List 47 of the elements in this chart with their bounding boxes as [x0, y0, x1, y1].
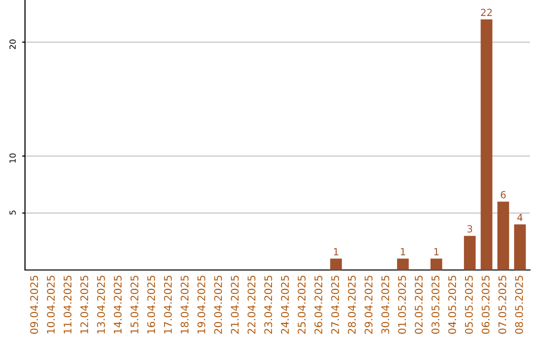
y-tick-label: 10: [9, 153, 16, 163]
x-tick-label: 20.04.2025: [214, 276, 222, 334]
x-tick-label: 09.04.2025: [30, 276, 38, 334]
x-tick-label: 28.04.2025: [348, 276, 356, 334]
x-tick-label: 16.04.2025: [147, 276, 156, 334]
x-tick-label: 27.04.2025: [331, 276, 340, 334]
bar: [514, 224, 526, 270]
x-tick-label: 07.05.2025: [498, 276, 506, 334]
data-label: 1: [400, 248, 406, 256]
data-label: 22: [481, 8, 492, 16]
x-tick-label: 05.05.2025: [464, 276, 473, 334]
x-tick-label: 15.04.2025: [130, 276, 138, 334]
data-label: 3: [467, 225, 472, 233]
bar: [430, 258, 442, 270]
x-tick-label: 11.04.2025: [64, 276, 72, 334]
x-tick-label: 18.04.2025: [180, 276, 189, 334]
x-tick-label: 30.04.2025: [381, 276, 390, 334]
x-tick-label: 13.04.2025: [97, 276, 105, 334]
x-tick-label: 04.05.2025: [448, 276, 456, 334]
x-tick-label: 14.04.2025: [114, 276, 122, 334]
x-tick-label: 25.04.2025: [298, 276, 306, 334]
x-tick-label: 22.04.2025: [248, 276, 256, 334]
y-tick-label: 20: [9, 40, 16, 49]
x-tick-label: 29.04.2025: [364, 276, 372, 334]
data-label: 1: [334, 248, 338, 256]
x-tick-label: 26.04.2025: [314, 276, 322, 334]
x-tick-label: 02.05.2025: [414, 276, 423, 334]
data-label: 4: [517, 214, 523, 222]
data-label: 1: [434, 248, 439, 256]
bar: [330, 258, 342, 270]
x-tick-label: 12.04.2025: [80, 276, 88, 334]
bar: [497, 202, 510, 270]
x-tick-label: 03.05.2025: [432, 276, 440, 334]
x-tick-label: 21.04.2025: [230, 276, 239, 334]
bar: [397, 258, 409, 270]
data-label: 6: [500, 191, 506, 198]
x-tick-label: 06.05.2025: [482, 276, 490, 334]
x-tick-label: 19.04.2025: [197, 276, 206, 334]
x-tick-label: 24.04.2025: [281, 276, 289, 334]
x-tick-label: 17.04.2025: [164, 276, 172, 334]
x-tick-label: 23.04.2025: [264, 276, 272, 334]
bar: [480, 19, 492, 270]
y-tick-label: 5: [10, 210, 16, 215]
bar: [464, 236, 476, 270]
x-tick-label: 01.05.2025: [398, 276, 406, 334]
x-tick-label: 08.05.2025: [515, 276, 523, 334]
x-tick-label: 10.04.2025: [46, 276, 55, 334]
